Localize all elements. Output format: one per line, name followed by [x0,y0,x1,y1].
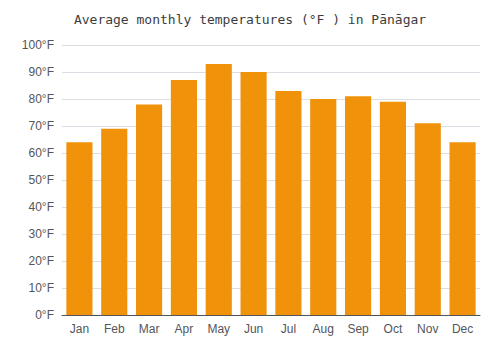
svg-text:Jun: Jun [244,322,263,336]
svg-text:Oct: Oct [384,322,403,336]
svg-text:20°F: 20°F [29,254,54,268]
svg-text:100°F: 100°F [22,38,54,52]
svg-text:80°F: 80°F [29,92,54,106]
svg-text:10°F: 10°F [29,281,54,295]
svg-text:Apr: Apr [175,322,194,336]
svg-text:Mar: Mar [139,322,160,336]
svg-text:40°F: 40°F [29,200,54,214]
svg-text:0°F: 0°F [35,308,54,322]
svg-text:Dec: Dec [452,322,473,336]
svg-text:Nov: Nov [417,322,438,336]
svg-text:Aug: Aug [313,322,334,336]
svg-text:30°F: 30°F [29,227,54,241]
svg-text:Average monthly temperatures (: Average monthly temperatures (°F ) in Pā… [74,12,426,27]
svg-text:Feb: Feb [104,322,125,336]
svg-text:50°F: 50°F [29,173,54,187]
svg-text:Sep: Sep [347,322,369,336]
svg-text:Jul: Jul [281,322,296,336]
svg-text:90°F: 90°F [29,65,54,79]
svg-text:Jan: Jan [70,322,89,336]
svg-text:60°F: 60°F [29,146,54,160]
svg-text:70°F: 70°F [29,119,54,133]
svg-text:May: May [207,322,230,336]
